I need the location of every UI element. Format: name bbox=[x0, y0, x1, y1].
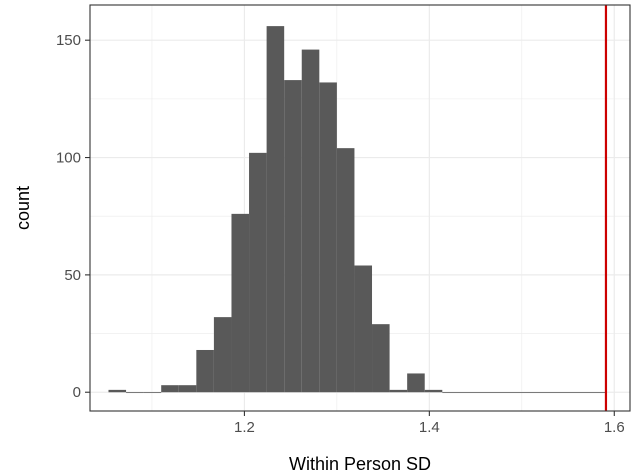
histogram-bar-13 bbox=[336, 148, 355, 393]
histogram-bar-6 bbox=[213, 317, 232, 393]
axis-ticks: 1.2 1.4 1.6 0 50 100 150 bbox=[56, 32, 625, 436]
histogram-bar-11 bbox=[301, 49, 320, 393]
histogram-bar-2 bbox=[143, 392, 162, 394]
x-tick-label-2: 1.6 bbox=[604, 419, 625, 436]
y-tick-label-2: 100 bbox=[56, 150, 81, 167]
histogram-bar-9 bbox=[266, 26, 285, 393]
histogram-bar-16 bbox=[389, 389, 408, 393]
histogram-bar-17 bbox=[407, 373, 425, 393]
x-tick-label-1: 1.4 bbox=[419, 419, 440, 436]
x-axis-title: Within Person SD bbox=[289, 454, 431, 474]
y-tick-label-3: 150 bbox=[56, 32, 81, 49]
histogram-bar-7 bbox=[231, 213, 250, 393]
histogram-bars bbox=[108, 26, 606, 394]
histogram-bar-1 bbox=[126, 392, 144, 394]
y-tick-label-0: 0 bbox=[73, 384, 81, 401]
histogram-bar-18 bbox=[424, 389, 443, 393]
plot-border bbox=[89, 4, 631, 412]
x-tick-label-0: 1.2 bbox=[234, 419, 255, 436]
histogram-bar-8 bbox=[249, 152, 267, 393]
histogram-bar-19 bbox=[442, 392, 606, 394]
y-axis-title: count bbox=[13, 186, 33, 230]
histogram-bar-12 bbox=[319, 82, 337, 393]
histogram-bar-5 bbox=[196, 349, 214, 393]
histogram-bar-4 bbox=[178, 385, 197, 393]
histogram-bar-3 bbox=[161, 385, 179, 393]
histogram-bar-0 bbox=[108, 389, 127, 393]
histogram-bar-15 bbox=[372, 324, 390, 393]
histogram-bar-14 bbox=[354, 265, 373, 393]
histogram-bar-10 bbox=[284, 80, 302, 393]
y-tick-label-1: 50 bbox=[64, 267, 81, 284]
